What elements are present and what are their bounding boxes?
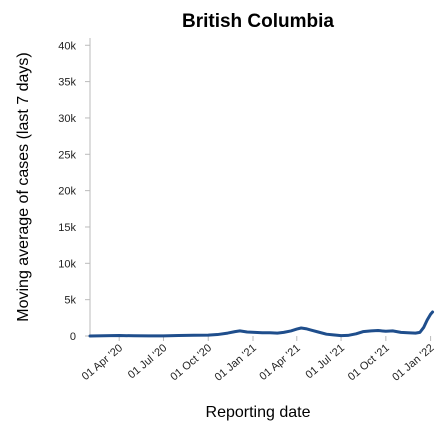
y-tick-label: 10k <box>58 258 76 270</box>
x-tick-label: 01 Jan '22 <box>390 342 436 384</box>
y-tick-label: 35k <box>58 77 76 89</box>
y-tick-label: 20k <box>58 186 76 198</box>
x-tick-label: 01 Oct '20 <box>168 342 214 383</box>
x-tick-label: 01 Apr '21 <box>257 342 302 383</box>
y-tick-label: 5k <box>64 295 76 307</box>
chart-title: British Columbia <box>182 11 334 32</box>
y-tick-label: 30k <box>58 113 76 125</box>
y-axis-ticks: 0 5k 10k 15k 20k 25k 30k 35k 40k <box>58 40 90 343</box>
x-tick-label: 01 Jan '21 <box>213 342 259 384</box>
series-line-0 <box>88 310 435 338</box>
x-tick-label: 01 Jul '20 <box>126 342 170 381</box>
x-tick-label: 01 Apr '20 <box>80 342 125 383</box>
x-tick-label: 01 Oct '21 <box>346 342 392 383</box>
y-axis-label: Moving average of cases (last 7 days) <box>15 52 32 321</box>
y-tick-label: 40k <box>58 40 76 52</box>
series-group <box>88 310 435 338</box>
y-tick-label: 15k <box>58 222 76 234</box>
x-tick-label: 01 Jul '21 <box>303 342 347 381</box>
y-tick-label: 25k <box>58 149 76 161</box>
x-axis-label: Reporting date <box>206 404 311 421</box>
y-tick-label: 0 <box>70 331 76 343</box>
